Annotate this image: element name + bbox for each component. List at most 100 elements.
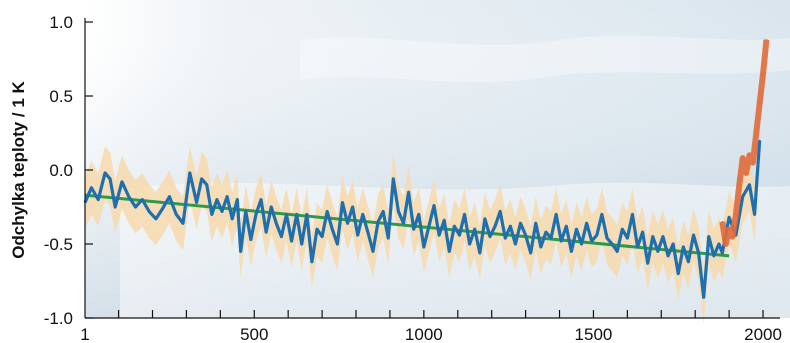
reconstruction-point [372,250,374,252]
reconstruction-point [657,250,659,252]
reconstruction-point [662,236,664,238]
reconstruction-point [250,238,252,241]
reconstruction-point [423,246,425,248]
reconstruction-point [362,213,364,215]
trend-line-path [84,193,730,258]
x-tick-label: 1000 [405,325,443,343]
reconstruction-point [418,213,420,215]
reconstruction-point [321,236,323,238]
reconstruction-point [575,228,578,230]
instrumental-point [758,102,761,105]
instrumental-point [728,228,730,230]
reconstruction-point [742,196,744,198]
reconstruction-point [387,237,389,239]
y-tick-label: -0.5 [44,235,73,254]
reconstruction-point [652,236,654,238]
reconstruction-point [162,207,164,210]
reconstruction-point [519,222,522,224]
reconstruction-point [402,222,405,224]
instrumental-point [765,38,768,41]
reconstruction-point [687,261,690,263]
reconstruction-point [484,218,486,220]
reconstruction-point [306,213,308,215]
reconstruction-point [195,201,198,204]
reconstruction-point [494,225,496,227]
reconstruction-point [141,199,143,201]
reconstruction-point [504,237,506,239]
instrumental-point [755,132,758,134]
instrumental-point [752,161,754,164]
reconstruction-point [280,236,282,238]
reconstruction-point [692,234,695,236]
reconstruction-point [97,199,99,201]
reconstruction-point [392,178,394,180]
reconstruction-point [433,204,435,207]
reconstruction-point [596,234,598,236]
reconstruction-point [189,172,191,174]
reconstruction-point [155,218,157,220]
reconstruction-point [90,187,93,189]
reconstruction-point [555,213,557,215]
instrumental-point [745,172,747,174]
reconstruction-point [708,236,710,238]
reconstruction-point [499,210,501,213]
reconstruction-point [134,206,137,208]
reconstruction-point [703,296,705,298]
reconstruction-point [713,255,715,257]
y-tick-label: 0.5 [49,87,73,106]
x-tick-label: 1 [80,325,89,343]
reconstruction-line-path [83,140,762,299]
reconstruction-point [718,243,720,245]
uncertainty-band [85,113,760,324]
reconstruction-point [748,184,751,186]
reconstruction-point [175,213,177,215]
trend-line [84,193,730,258]
x-tick-labels: 1 500 1000 1500 2000 [80,325,782,343]
reconstruction-point [550,237,552,239]
reconstruction-point [621,228,623,230]
reconstruction-point [168,196,171,198]
reconstruction-point [667,255,669,257]
reconstruction-point [326,210,328,213]
reconstruction-point [489,236,491,238]
instrumental-point [735,213,737,216]
reconstruction-point [525,234,527,236]
reconstruction-point [245,210,247,213]
reconstruction-point [104,172,106,174]
reconstruction-point [316,228,318,230]
x-tick-label: 2000 [744,325,782,343]
instrumental-point [738,184,741,186]
reconstruction-point [606,237,608,239]
reconstruction-point [206,184,208,186]
reconstruction-point [728,216,730,218]
reconstruction-point [759,139,761,141]
reconstruction-point [509,225,511,227]
reconstruction-point [311,261,313,263]
reconstruction-point [570,250,572,252]
reconstruction-point [591,240,593,242]
reconstruction-point [545,231,547,233]
reconstruction-point [357,234,359,236]
reconstruction-point [413,228,415,230]
x-tick-label: 500 [240,325,268,343]
y-axis-title: Odchylka teploty / 1 K [9,80,28,258]
reconstruction-point [367,231,369,233]
reconstruction-point [236,199,238,201]
reconstruction-point [721,252,723,254]
reconstruction-point [677,273,679,275]
reconstruction-line [83,139,762,299]
reconstruction-point [458,234,461,236]
reconstruction-point [647,262,649,264]
y-tick-labels: 1.0 0.5 0.0 -0.5 -1.0 [44,13,73,328]
reconstruction-point [453,225,455,227]
reconstruction-point [530,252,532,254]
x-tick-label: 1500 [575,325,613,343]
reconstruction-point [438,234,440,236]
reconstruction-point [631,213,634,215]
reconstruction-point [265,231,267,233]
reconstruction-point [221,210,223,213]
reconstruction-point [114,206,116,208]
reconstruction-point [226,196,228,198]
reconstruction-point [270,206,272,208]
